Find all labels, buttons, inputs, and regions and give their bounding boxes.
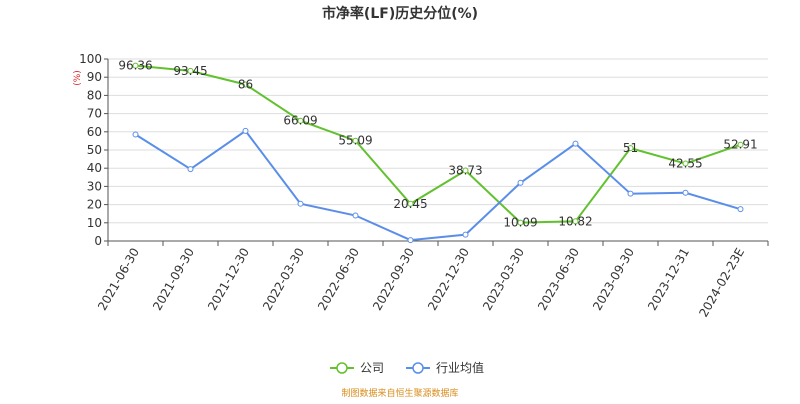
data-point: [462, 167, 469, 174]
data-label: 10.82: [558, 214, 592, 228]
y-tick-label: 30: [87, 179, 102, 193]
data-label: 52.91: [723, 138, 757, 152]
data-point: [572, 140, 579, 147]
data-label: 38.73: [448, 164, 482, 178]
x-tick-label: 2022-09-30: [370, 246, 417, 313]
legend-marker: [412, 362, 424, 374]
data-point: [407, 200, 414, 207]
y-tick-label: 10: [87, 216, 102, 230]
data-label: 51: [623, 141, 638, 155]
x-tick-label: 2024-02-23E: [696, 246, 747, 320]
x-tick-label: 2022-12-30: [425, 246, 472, 313]
x-tick-label: 2021-06-30: [95, 246, 142, 313]
data-point: [242, 127, 249, 134]
source-note: 制图数据来自恒生聚源数据库: [341, 387, 458, 399]
x-tick-label: 2022-06-30: [315, 246, 362, 313]
data-label: 96.36: [118, 59, 152, 73]
x-tick-label: 2021-12-30: [205, 246, 252, 313]
x-tick-label: 2023-09-30: [590, 246, 637, 313]
data-point: [517, 219, 524, 226]
data-point: [297, 200, 304, 207]
data-point: [682, 189, 689, 196]
x-tick-label: 2021-09-30: [150, 246, 197, 313]
data-point: [132, 62, 139, 69]
data-point: [627, 190, 634, 197]
y-tick-label: 80: [87, 88, 102, 102]
x-tick-label: 2023-03-30: [480, 246, 527, 313]
data-point: [737, 141, 744, 148]
legend-marker: [336, 362, 348, 374]
data-point: [187, 67, 194, 74]
legend-label: 行业均值: [436, 360, 484, 375]
data-label: 86: [238, 77, 253, 91]
y-tick-label: 40: [87, 161, 102, 175]
data-point: [682, 160, 689, 167]
y-tick-label: 20: [87, 198, 102, 212]
data-point: [187, 166, 194, 173]
y-tick-label: 50: [87, 143, 102, 157]
series-line: [134, 129, 741, 242]
data-point: [407, 237, 414, 244]
legend-label: 公司: [360, 361, 384, 375]
data-point: [352, 137, 359, 144]
data-point: [517, 179, 524, 186]
data-point: [352, 212, 359, 219]
data-point: [737, 206, 744, 213]
data-label: 93.45: [173, 64, 207, 78]
x-tick-label: 2023-06-30: [535, 246, 582, 313]
y-tick-label: 60: [87, 125, 102, 139]
data-point: [572, 218, 579, 225]
y-tick-label: 70: [87, 107, 102, 121]
x-tick-label: 2023-12-31: [645, 246, 692, 313]
series-line: [135, 64, 741, 224]
y-axis-label: (%): [73, 70, 83, 86]
data-point: [627, 145, 634, 152]
x-tick-label: 2022-03-30: [260, 246, 307, 313]
data-point: [297, 117, 304, 124]
y-tick-label: 0: [94, 234, 102, 248]
data-label: 55.09: [338, 134, 372, 148]
data-label: 10.09: [503, 216, 537, 230]
y-tick-label: 100: [79, 52, 102, 66]
chart-title: 市净率(LF)历史分位(%): [322, 5, 478, 22]
data-point: [132, 131, 139, 138]
data-label: 42.55: [668, 157, 702, 171]
y-tick-label: 90: [87, 70, 102, 84]
data-label: 66.09: [283, 114, 317, 128]
data-point: [242, 81, 249, 88]
data-label: 20.45: [393, 197, 427, 211]
data-point: [462, 231, 469, 238]
